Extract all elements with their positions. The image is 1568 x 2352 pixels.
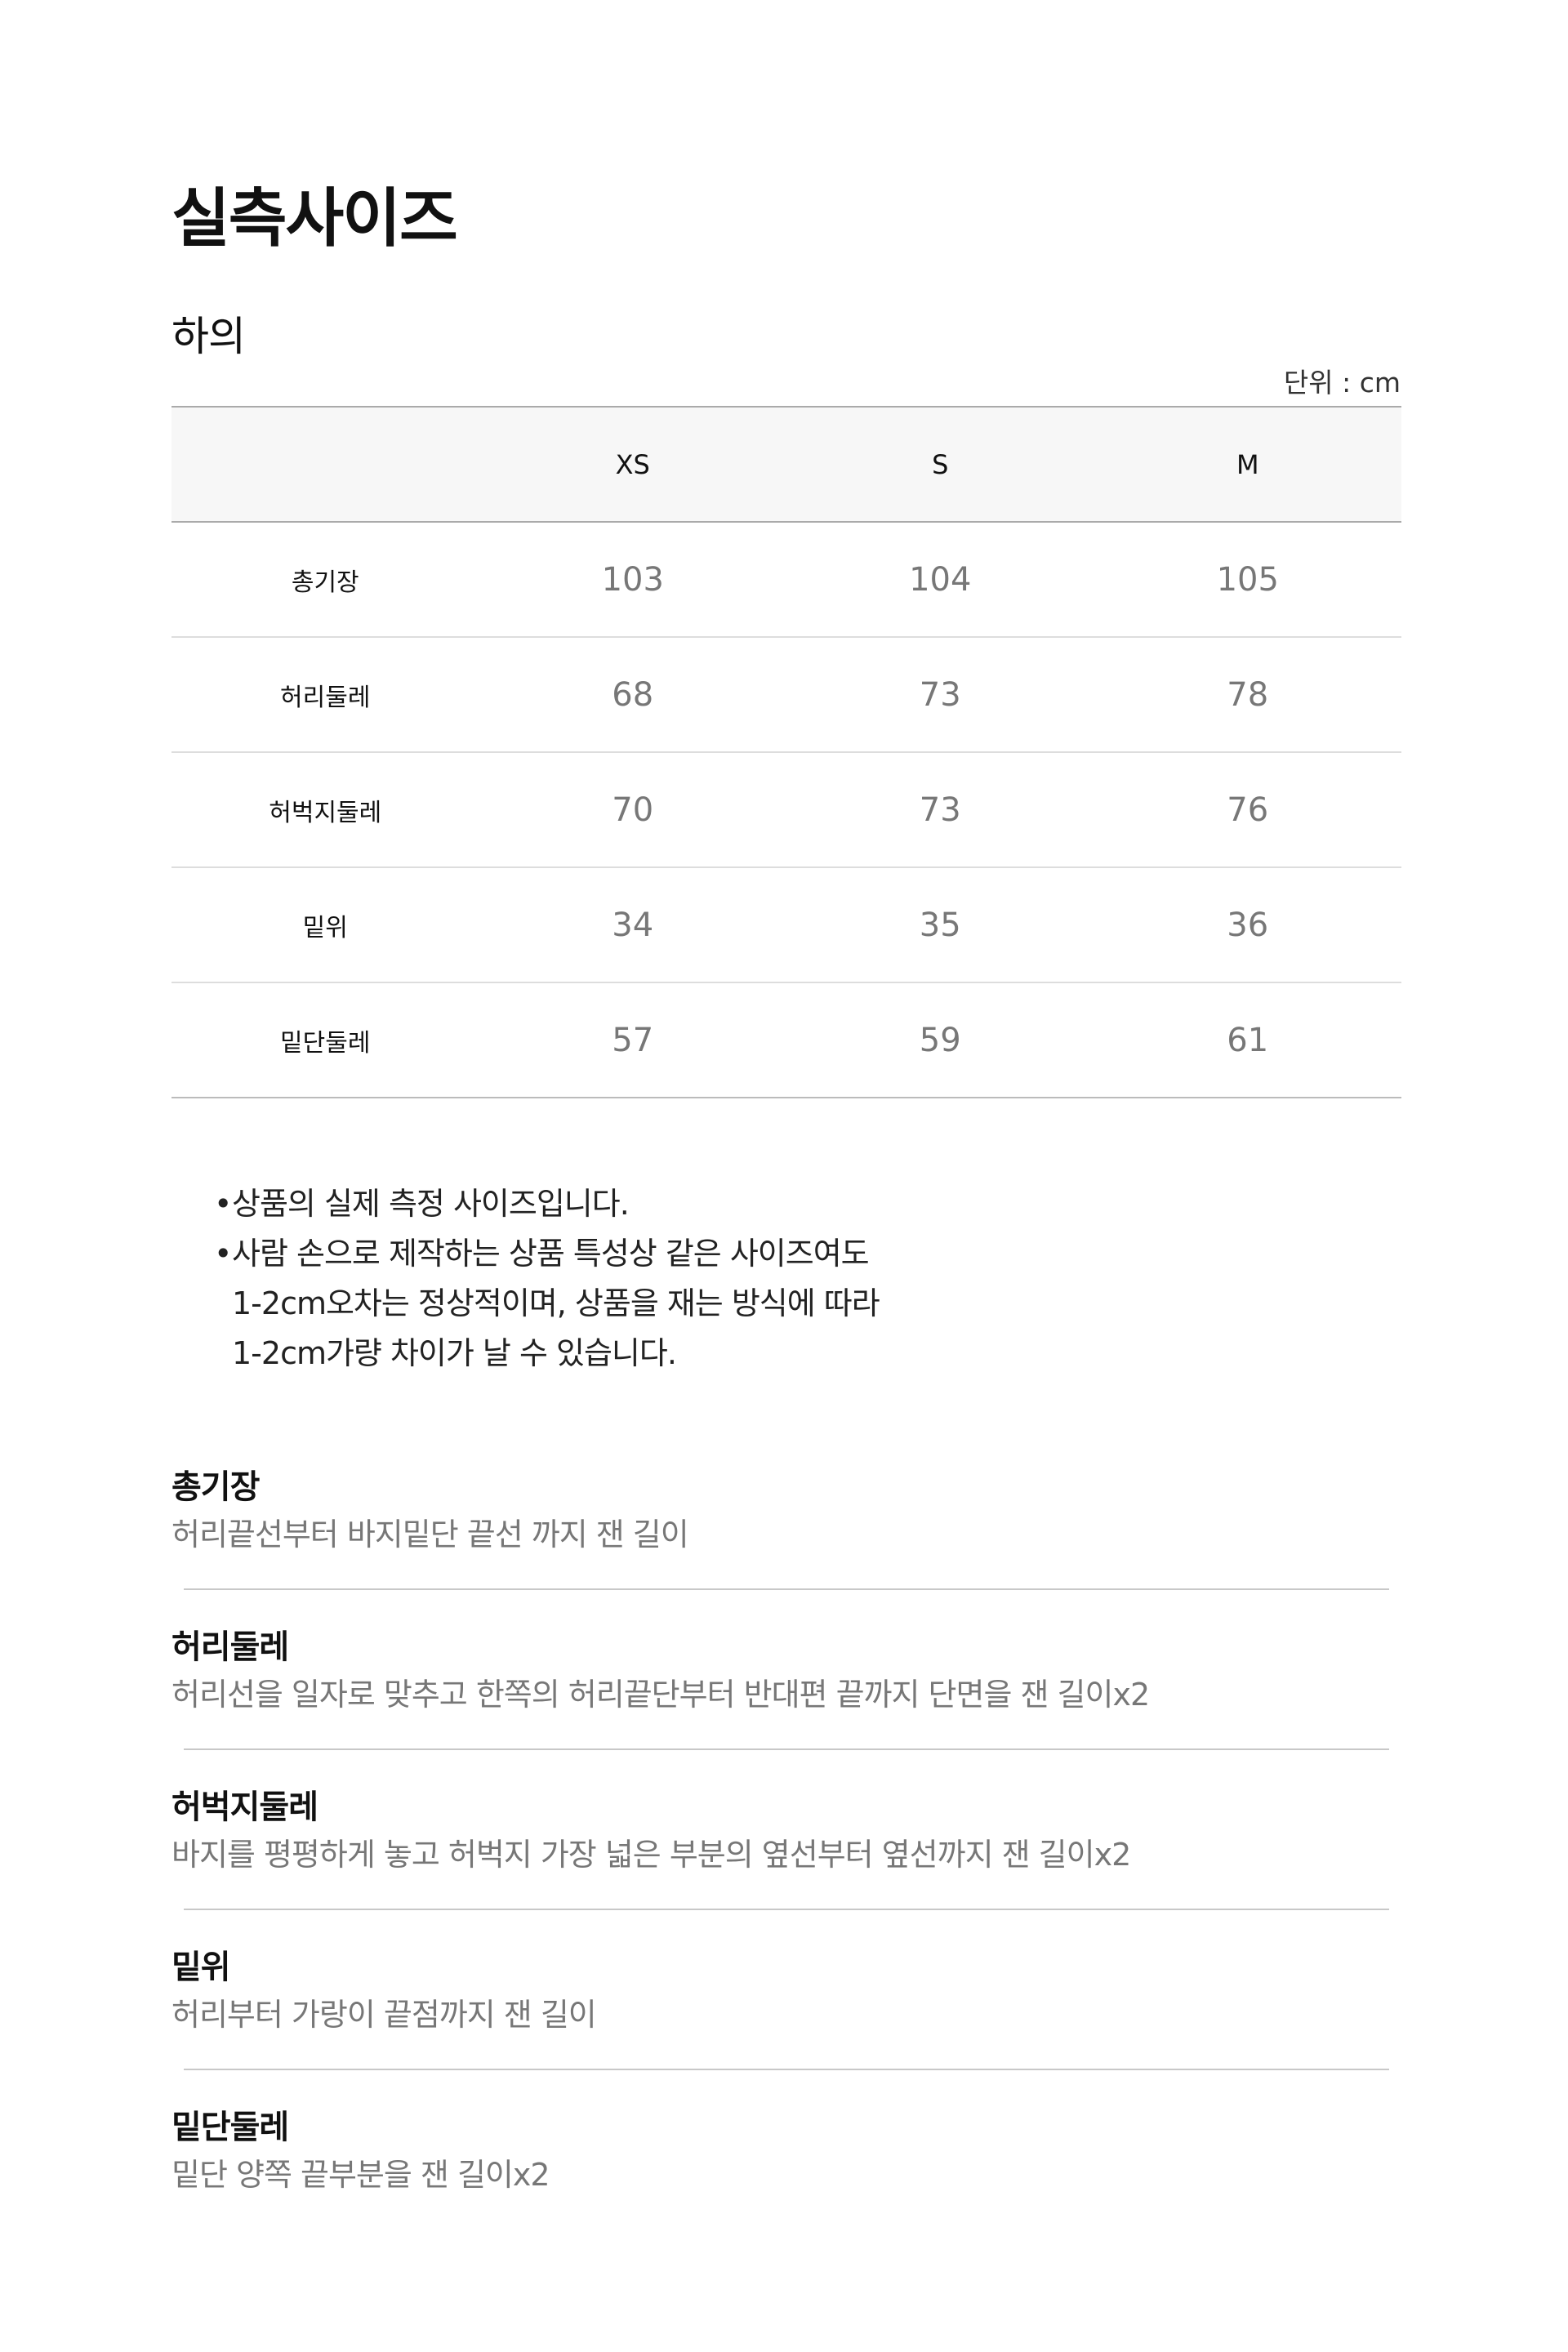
size-value: 70 — [479, 752, 786, 868]
unit-label: 단위 : cm — [1283, 367, 1401, 399]
note-item: 1-2cm가량 차이가 날 수 있습니다. — [214, 1329, 880, 1379]
divider — [184, 1909, 1389, 1910]
size-table: XS S M 총기장 103 104 105 허리둘레 68 73 78 허벅지둘레 70 73 76… — [172, 406, 1401, 1098]
divider — [184, 1748, 1389, 1750]
note-text: 1-2cm오차는 정상적이며, 상품을 재는 방식에 따라 — [232, 1285, 880, 1321]
bullet-icon: • — [214, 1236, 232, 1272]
section-title: 하의 — [172, 313, 246, 360]
notes-list: • 상품의 실제 측정 사이즈입니다. • 사람 손으로 제작하는 상품 특성상 같은… — [214, 1179, 880, 1379]
size-value: 36 — [1094, 867, 1401, 983]
divider — [184, 2069, 1389, 2070]
row-label: 밑단둘레 — [172, 982, 479, 1098]
definition-desc: 밑단 양쪽 끝부분을 잰 길이x2 — [172, 2157, 550, 2193]
table-header-row: XS S M — [172, 406, 1401, 523]
table-row: 밑단둘레 57 59 61 — [172, 982, 1401, 1098]
size-value: 73 — [786, 637, 1094, 753]
table-row: 허벅지둘레 70 73 76 — [172, 752, 1401, 868]
size-value: 76 — [1094, 752, 1401, 868]
note-item: • 사람 손으로 제작하는 상품 특성상 같은 사이즈여도 — [214, 1229, 880, 1279]
definition-term: 밑위 — [172, 1949, 231, 1986]
size-value: 105 — [1094, 522, 1401, 638]
row-label: 허벅지둘레 — [172, 752, 479, 868]
note-item: • 상품의 실제 측정 사이즈입니다. — [214, 1179, 880, 1229]
size-value: 34 — [479, 867, 786, 983]
note-text: 사람 손으로 제작하는 상품 특성상 같은 사이즈여도 — [232, 1236, 870, 1272]
row-label: 총기장 — [172, 522, 479, 638]
definition-term: 밑단둘레 — [172, 2109, 289, 2146]
size-value: 35 — [786, 867, 1094, 983]
size-value: 57 — [479, 982, 786, 1098]
header-xs: XS — [479, 406, 786, 523]
row-label: 허리둘레 — [172, 637, 479, 753]
table-row: 밑위 34 35 36 — [172, 867, 1401, 983]
size-value: 103 — [479, 522, 786, 638]
definition-term: 허벅지둘레 — [172, 1788, 318, 1826]
header-empty — [172, 406, 479, 523]
divider — [184, 1588, 1389, 1590]
row-label: 밑위 — [172, 867, 479, 983]
definition-desc: 바지를 평평하게 놓고 허벅지 가장 넓은 부분의 옆선부터 옆선까지 잰 길이… — [172, 1837, 1131, 1873]
size-value: 73 — [786, 752, 1094, 868]
note-item: 1-2cm오차는 정상적이며, 상품을 재는 방식에 따라 — [214, 1279, 880, 1329]
definition-desc: 허리부터 가랑이 끝점까지 잰 길이 — [172, 1997, 597, 2033]
size-value: 68 — [479, 637, 786, 753]
table-row: 허리둘레 68 73 78 — [172, 637, 1401, 753]
definition-desc: 허리끝선부터 바지밑단 끝선 까지 잰 길이 — [172, 1517, 689, 1552]
definition-desc: 허리선을 일자로 맞추고 한쪽의 허리끝단부터 반대편 끝까지 단면을 잰 길이… — [172, 1677, 1150, 1713]
bullet-icon: • — [214, 1186, 232, 1222]
definition-term: 총기장 — [172, 1468, 260, 1506]
note-text: 상품의 실제 측정 사이즈입니다. — [232, 1186, 630, 1222]
page-title: 실측사이즈 — [172, 182, 458, 256]
note-text: 1-2cm가량 차이가 날 수 있습니다. — [232, 1335, 677, 1371]
definition-term: 허리둘레 — [172, 1628, 289, 1666]
header-s: S — [786, 406, 1094, 523]
size-value: 104 — [786, 522, 1094, 638]
header-m: M — [1094, 406, 1401, 523]
size-value: 61 — [1094, 982, 1401, 1098]
table-row: 총기장 103 104 105 — [172, 522, 1401, 638]
size-value: 78 — [1094, 637, 1401, 753]
size-value: 59 — [786, 982, 1094, 1098]
